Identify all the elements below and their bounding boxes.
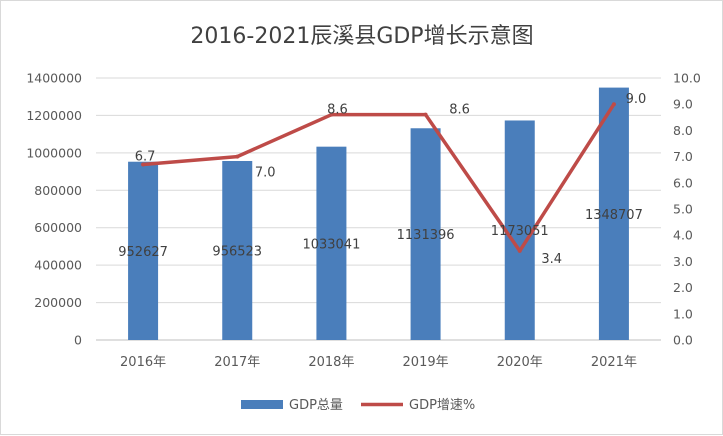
left-tick-label: 600000 xyxy=(34,220,82,235)
gdp-bar xyxy=(504,120,535,340)
gdp-growth-point xyxy=(141,162,146,167)
line-data-label: 3.4 xyxy=(541,252,562,267)
x-tick-label: 2019年 xyxy=(403,355,449,370)
bar-data-label: 952627 xyxy=(118,245,168,260)
line-data-label: 8.6 xyxy=(327,103,348,118)
right-tick-label: 6.0 xyxy=(673,175,693,190)
x-tick-label: 2020年 xyxy=(497,355,543,370)
left-axis-ticks: 0 200000 400000 600000 800000 1000000 1200000 1… xyxy=(26,71,82,348)
legend-label-gdp-total: GDP总量 xyxy=(289,398,343,413)
legend: GDP总量 GDP增速% xyxy=(241,398,475,413)
left-tick-label: 800000 xyxy=(34,183,82,198)
line-data-label: 6.7 xyxy=(135,149,156,164)
gdp-bar xyxy=(410,128,441,340)
gdp-bar xyxy=(128,161,159,340)
right-tick-label: 2.0 xyxy=(673,280,693,295)
bar-series xyxy=(128,87,629,340)
left-tick-label: 0 xyxy=(74,333,82,348)
gdp-growth-point xyxy=(423,112,428,117)
left-tick-label: 400000 xyxy=(34,258,82,273)
right-tick-label: 9.0 xyxy=(673,97,693,112)
line-data-label: 8.6 xyxy=(449,103,470,118)
x-tick-label: 2021年 xyxy=(591,355,637,370)
line-data-label: 9.0 xyxy=(626,92,647,107)
left-tick-label: 200000 xyxy=(34,295,82,310)
line-data-labels: 6.7 7.0 8.6 8.6 3.4 9.0 xyxy=(135,92,647,267)
legend-label-gdp-growth: GDP增速% xyxy=(409,398,475,413)
left-tick-label: 1000000 xyxy=(26,145,82,160)
bar-data-label: 1131396 xyxy=(397,228,455,243)
bar-data-label: 1173051 xyxy=(491,224,549,239)
gdp-growth-point xyxy=(517,248,522,253)
left-tick-label: 1400000 xyxy=(26,71,82,86)
gdp-growth-point xyxy=(329,112,334,117)
right-tick-label: 0.0 xyxy=(673,333,693,348)
x-tick-label: 2016年 xyxy=(120,355,166,370)
gdp-growth-line xyxy=(141,102,616,253)
x-tick-label: 2018年 xyxy=(308,355,354,370)
gdp-bar xyxy=(316,146,347,340)
x-tick-label: 2017年 xyxy=(214,355,260,370)
bar-data-label: 1033041 xyxy=(302,237,360,252)
right-tick-label: 5.0 xyxy=(673,202,693,217)
legend-swatch-gdp-total xyxy=(241,400,283,409)
gdp-bar xyxy=(222,160,253,340)
left-tick-label: 1200000 xyxy=(26,108,82,123)
gridlines xyxy=(96,77,661,341)
bar-data-label: 956523 xyxy=(212,244,262,259)
bar-data-label: 1348707 xyxy=(585,208,643,223)
chart-title: 2016-2021辰溪县GDP增长示意图 xyxy=(190,24,533,49)
right-tick-label: 8.0 xyxy=(673,123,693,138)
right-tick-label: 10.0 xyxy=(673,71,701,86)
bar-data-labels: 952627 956523 1033041 1131396 1173051 1348707 xyxy=(118,208,643,260)
x-axis-ticks: 2016年 2017年 2018年 2019年 2020年 2021年 xyxy=(120,355,637,370)
right-tick-label: 1.0 xyxy=(673,306,693,321)
line-data-label: 7.0 xyxy=(255,166,276,181)
right-tick-label: 7.0 xyxy=(673,149,693,164)
right-tick-label: 4.0 xyxy=(673,228,693,243)
gdp-growth-point xyxy=(611,102,616,107)
gdp-growth-point xyxy=(235,154,240,159)
gdp-bar xyxy=(598,87,629,340)
right-tick-label: 3.0 xyxy=(673,254,693,269)
right-axis-ticks: 0.0 1.0 2.0 3.0 4.0 5.0 6.0 7.0 8.0 9.0 10.0 xyxy=(673,71,701,348)
line-series xyxy=(141,102,616,253)
